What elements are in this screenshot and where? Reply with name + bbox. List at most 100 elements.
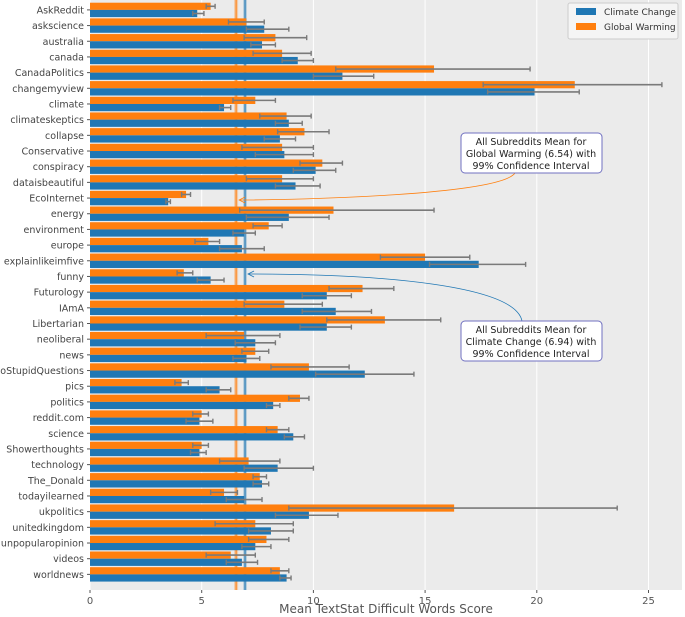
bar-climate-change-changemyview [90, 88, 535, 96]
bar-climate-change-environment [90, 229, 245, 237]
bar-climate-change-futurology [90, 292, 327, 300]
bar-global-warming-ukpolitics [90, 504, 455, 512]
y-tick-label-libertarian: Libertarian [32, 319, 84, 330]
annotation-line: All Subreddits Mean for [476, 137, 587, 148]
bar-global-warming-explainlikeimfive [90, 253, 426, 261]
bar-climate-change-reddit-com [90, 417, 200, 425]
y-tick-label-canada: canada [49, 52, 84, 63]
bar-global-warming-showerthoughts [90, 441, 202, 449]
bar-climate-change-pics [90, 386, 220, 394]
annotation-global-warming: All Subreddits Mean for Global Warming (… [460, 132, 603, 174]
bar-global-warming-neoliberal [90, 331, 245, 340]
bar-global-warming-nostupidquestions [90, 363, 309, 371]
bar-climate-change-science [90, 433, 294, 441]
bar-climate-change-unpopularopinion [90, 543, 256, 551]
bar-global-warming-changemyview [90, 81, 575, 89]
bar-global-warming-news [90, 347, 256, 355]
y-tick-label-conservative: Conservative [22, 147, 85, 158]
bar-climate-change-explainlikeimfive [90, 260, 479, 268]
bar-climate-change-technology [90, 464, 278, 472]
bar-climate-change-nostupidquestions [90, 370, 365, 378]
y-tick-label-iama: IAmA [59, 303, 85, 314]
y-tick-label-changemyview: changemyview [12, 84, 84, 95]
y-tick-label-ukpolitics: ukpolitics [39, 507, 84, 518]
bar-climate-change-conspiracy [90, 166, 316, 174]
bar-global-warming-pics [90, 379, 182, 387]
bar-global-warming-askscience [90, 18, 247, 26]
bar-global-warming-canada [90, 49, 283, 57]
bar-global-warming-dataisbeautiful [90, 175, 283, 183]
y-tick-label-unpopularopinion: unpopularopinion [1, 539, 84, 550]
bar-global-warming-technology [90, 457, 249, 465]
legend-swatch-climate-change [576, 8, 596, 15]
bar-global-warming-videos [90, 551, 231, 559]
y-tick-label-dataisbeautiful: dataisbeautiful [13, 178, 84, 189]
arrow-global-warming [239, 172, 516, 201]
y-tick-label-energy: energy [51, 209, 84, 220]
bar-climate-change-funny [90, 276, 211, 284]
bar-global-warming-europe [90, 237, 209, 246]
bar-global-warming-worldnews [90, 567, 280, 575]
y-tick-label-explainlikeimfive: explainlikeimfive [4, 256, 84, 267]
y-tick-label-canadapolitics: CanadaPolitics [15, 68, 84, 79]
annotation-box [460, 320, 603, 362]
y-tick-label-askscience: askscience [32, 21, 84, 32]
y-tick-label-collapse: collapse [45, 131, 84, 142]
bar-climate-change-worldnews [90, 574, 287, 582]
x-tick-label: 0 [87, 596, 93, 607]
bar-climate-change-todayilearned [90, 495, 245, 504]
y-tick-labels: AskReddit askscience australia canada Canada… [0, 5, 90, 581]
bar-global-warming-libertarian [90, 316, 385, 324]
y-tick-label-worldnews: worldnews [33, 570, 84, 581]
bar-climate-change-unitedkingdom [90, 527, 271, 535]
bar-climate-change-dataisbeautiful [90, 182, 296, 190]
y-tick-label-science: science [48, 429, 84, 440]
y-tick-label-climate: climate [49, 99, 84, 110]
annotation-line: 99% Confidence Interval [473, 349, 590, 360]
bar-climate-change-canadapolitics [90, 72, 343, 80]
bar-global-warming-the-donald [90, 473, 260, 481]
bar-climate-change-news [90, 354, 247, 363]
bar-climate-change-ukpolitics [90, 511, 309, 519]
y-tick-label-nostupidquestions: NoStupidQuestions [0, 366, 84, 377]
bar-global-warming-funny [90, 269, 184, 277]
y-tick-label-reddit-com: reddit.com [33, 413, 84, 424]
bar-global-warming-energy [90, 206, 334, 214]
x-tick-label: 5 [199, 596, 205, 607]
y-tick-label-conspiracy: conspiracy [33, 162, 85, 173]
bar-climate-change-canada [90, 56, 298, 65]
bar-climate-change-ecointernet [90, 198, 169, 206]
bar-global-warming-environment [90, 222, 269, 230]
y-tick-label-showerthoughts: Showerthoughts [6, 444, 84, 455]
bar-climate-change-climateskeptics [90, 119, 289, 127]
bar-global-warming-todayilearned [90, 488, 225, 496]
bar-climate-change-climate [90, 103, 225, 112]
x-tick-label: 20 [530, 596, 543, 607]
annotation-line: Global Warming (6.54) with [466, 149, 596, 160]
y-tick-label-todayilearned: todayilearned [18, 491, 84, 502]
y-tick-label-neoliberal: neoliberal [37, 335, 84, 346]
bar-global-warming-iama [90, 300, 285, 308]
bar-global-warming-futurology [90, 284, 363, 293]
annotation-line: All Subreddits Mean for [476, 325, 587, 336]
bar-climate-change-neoliberal [90, 339, 256, 347]
bar-climate-change-askscience [90, 25, 265, 33]
bar-climate-change-askreddit [90, 9, 198, 18]
bar-global-warming-ecointernet [90, 190, 187, 199]
bar-global-warming-conservative [90, 143, 283, 152]
bar-climate-change-politics [90, 401, 274, 410]
legend-label-climate-change: Climate Change [604, 8, 676, 18]
y-tick-label-unitedkingdom: unitedkingdom [12, 523, 84, 534]
y-tick-label-environment: environment [23, 225, 84, 236]
y-tick-label-technology: technology [31, 460, 84, 471]
y-tick-label-futurology: Futurology [34, 288, 85, 299]
x-tick-labels: 0 5 10 15 20 25 [87, 590, 655, 607]
bar-climate-change-showerthoughts [90, 448, 200, 457]
error-bars [165, 3, 663, 581]
arrow-climate-change [248, 273, 523, 322]
bar-climate-change-energy [90, 213, 289, 221]
bar-global-warming-askreddit [90, 2, 211, 10]
bar-global-warming-australia [90, 34, 276, 42]
bars [90, 2, 575, 582]
